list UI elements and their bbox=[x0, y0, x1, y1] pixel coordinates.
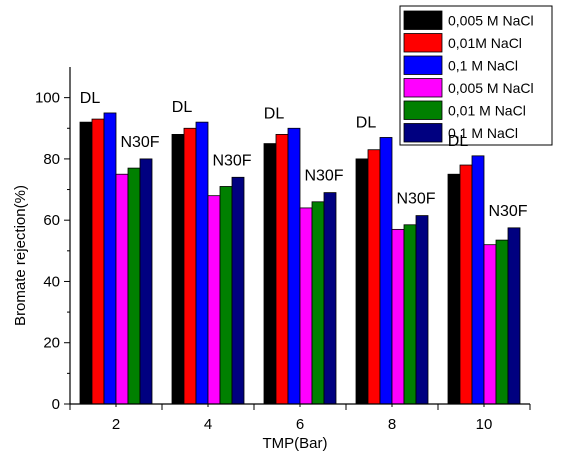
y-tick-label: 0 bbox=[52, 396, 60, 413]
legend-swatch bbox=[403, 100, 443, 120]
bar bbox=[275, 133, 289, 405]
annotations-layer: DL N30F DL N30F DL N30F DL N30F DL N30F bbox=[80, 90, 528, 220]
x-tick-label: 10 bbox=[476, 416, 493, 433]
dl-annotation: DL bbox=[80, 90, 101, 107]
bar bbox=[103, 112, 117, 405]
y-tick-label: 80 bbox=[43, 151, 60, 168]
bar bbox=[447, 173, 461, 405]
bar bbox=[471, 155, 485, 405]
legend-entry: 0,005 M NaCl bbox=[448, 12, 534, 28]
legend-entry: 0,1 M NaCl bbox=[448, 125, 518, 141]
x-tick-label: 6 bbox=[296, 416, 304, 433]
n30f-annotation: N30F bbox=[396, 191, 435, 208]
legend-entry: 0,01 M NaCl bbox=[448, 102, 526, 118]
bars-layer bbox=[79, 112, 521, 405]
bar bbox=[91, 118, 105, 405]
bar bbox=[287, 127, 301, 405]
bar bbox=[367, 149, 381, 405]
bar bbox=[495, 239, 509, 405]
legend-entry: 0,01M NaCl bbox=[448, 35, 522, 51]
x-tick-label: 2 bbox=[112, 416, 120, 433]
bar bbox=[139, 158, 153, 405]
legend-swatch bbox=[403, 123, 443, 143]
dl-annotation: DL bbox=[448, 133, 469, 150]
n30f-annotation: N30F bbox=[120, 134, 159, 151]
n30f-annotation: N30F bbox=[488, 203, 527, 220]
bar bbox=[483, 244, 497, 405]
bar bbox=[391, 228, 405, 405]
bar bbox=[195, 121, 209, 405]
x-tick-label: 8 bbox=[388, 416, 396, 433]
legend-entry: 0,1 M NaCl bbox=[448, 57, 518, 73]
bar bbox=[263, 143, 277, 405]
n30f-annotation: N30F bbox=[304, 168, 343, 185]
bar bbox=[507, 227, 521, 405]
y-tick-label: 60 bbox=[43, 212, 60, 229]
bar bbox=[115, 173, 129, 405]
y-tick-label: 100 bbox=[35, 90, 60, 107]
bar bbox=[127, 167, 141, 405]
bar bbox=[171, 133, 185, 405]
y-tick-label: 20 bbox=[43, 335, 60, 352]
dl-annotation: DL bbox=[356, 114, 377, 131]
bar bbox=[207, 195, 221, 405]
legend: 0,005 M NaCl 0,01M NaCl 0,1 M NaCl 0,005 M … bbox=[399, 5, 553, 146]
n30f-annotation: N30F bbox=[212, 152, 251, 169]
dl-annotation: DL bbox=[172, 99, 193, 116]
bar bbox=[403, 224, 417, 405]
bar bbox=[79, 121, 93, 405]
legend-swatch bbox=[403, 78, 443, 98]
y-axis-title: Bromate rejection(%) bbox=[12, 185, 29, 326]
bar bbox=[459, 164, 473, 405]
bar bbox=[219, 186, 233, 405]
bar bbox=[231, 176, 245, 405]
bar bbox=[311, 201, 325, 405]
legend-swatch bbox=[403, 33, 443, 53]
y-tick-label: 40 bbox=[43, 273, 60, 290]
bar bbox=[299, 207, 313, 405]
legend-swatch bbox=[403, 10, 443, 30]
dl-annotation: DL bbox=[264, 105, 285, 122]
bar bbox=[379, 137, 393, 405]
axes-layer: 0 20 40 60 80 100 2 4 6 8 10 bbox=[35, 67, 531, 433]
x-tick-label: 4 bbox=[204, 416, 212, 433]
bar bbox=[355, 158, 369, 405]
x-axis-title: TMP(Bar) bbox=[263, 435, 328, 452]
bar bbox=[415, 215, 429, 405]
legend-swatch bbox=[403, 55, 443, 75]
legend-entry: 0,005 M NaCl bbox=[448, 80, 534, 96]
bar bbox=[323, 192, 337, 405]
bar bbox=[183, 127, 197, 405]
